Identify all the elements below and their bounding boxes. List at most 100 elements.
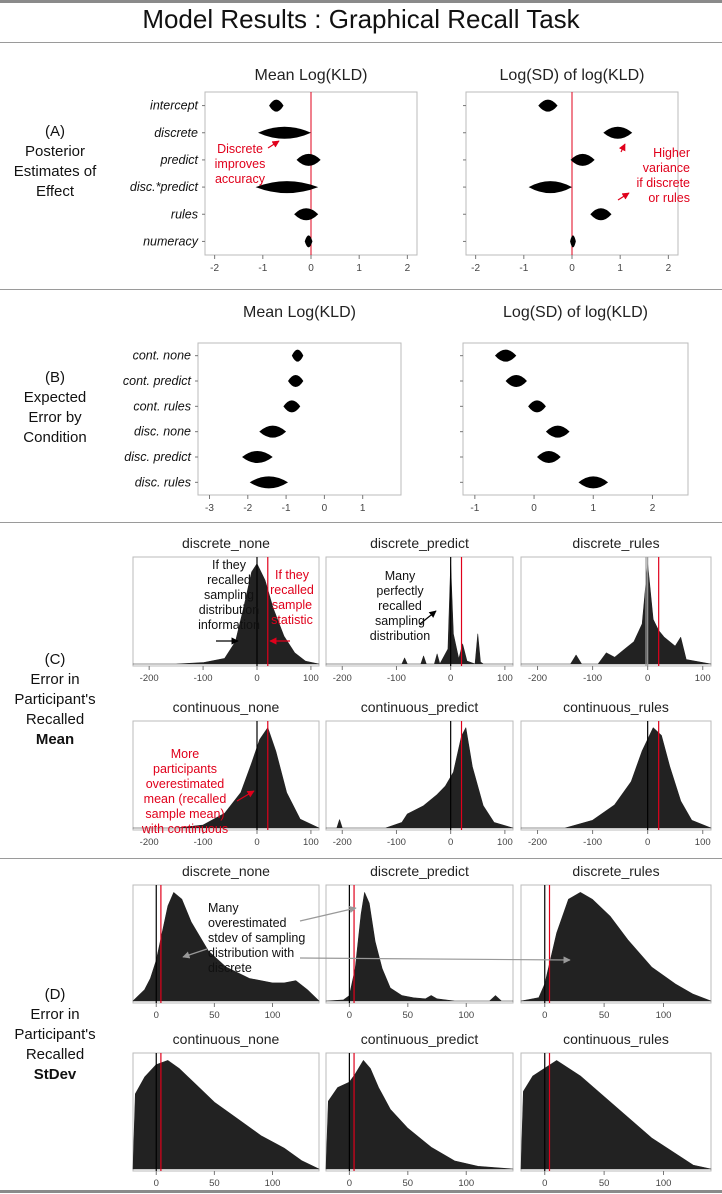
x-tick-label: 100 [303, 837, 319, 848]
panel-title: discrete_predict [370, 863, 469, 879]
annotation-line: If they [274, 568, 310, 582]
annotation-line: overestimated [208, 916, 287, 930]
annotation-line: statistic [271, 613, 313, 627]
plot-frame [132, 556, 320, 667]
panel-title: discrete_rules [572, 535, 659, 551]
section-a-line: Estimates of [13, 163, 97, 180]
x-tick-label: -1 [470, 503, 479, 514]
x-tick-label: 50 [209, 1178, 220, 1189]
annotation-line: overestimated [145, 777, 225, 791]
x-tick-label: -200 [140, 673, 159, 684]
violin-mark [283, 400, 301, 413]
annotation-line: sampling [374, 614, 426, 628]
plot-frame [197, 342, 402, 496]
x-tick-label: 2 [650, 503, 656, 514]
section-b-line: Error by [28, 409, 82, 426]
section-c-line: (C) [44, 651, 66, 668]
x-tick-label: 0 [347, 1178, 352, 1189]
category-label: predict [159, 153, 198, 167]
violin-mark [269, 99, 284, 112]
annotation-overestimated-stdev: Many overestimated stdev of sampling dis… [208, 901, 318, 976]
arrow-stdev-right [299, 956, 571, 964]
plot-frame [325, 884, 514, 1004]
category-label: disc. rules [135, 475, 191, 489]
annotation-discrete-improves: Discrete improves accuracy [200, 142, 280, 187]
violin-mark [494, 349, 517, 362]
annotation-line: information [198, 618, 260, 632]
x-tick-label: -100 [583, 673, 602, 684]
x-tick-label: -2 [471, 263, 480, 274]
plot-frame [132, 884, 320, 1004]
annotation-line: variance [642, 161, 690, 175]
plot-frame [462, 342, 689, 496]
x-tick-label: 100 [695, 837, 711, 848]
x-tick-label: 1 [360, 503, 366, 514]
section-c-line: Recalled [25, 711, 85, 728]
arrow-more [236, 790, 255, 802]
x-tick-label: 0 [254, 673, 259, 684]
x-tick-label: 1 [590, 503, 596, 514]
annotation-line: Many [384, 569, 416, 583]
annotation-line: sample mean) [145, 807, 225, 821]
annotation-line: or rules [648, 191, 690, 205]
annotation-line: participants [153, 762, 217, 776]
plot-frame [325, 1052, 514, 1172]
panel-title: discrete_rules [572, 863, 659, 879]
violin-mark [545, 425, 570, 438]
section-c-line: Error in [30, 671, 80, 688]
violin-mark [255, 181, 319, 194]
x-tick-label: 50 [403, 1010, 414, 1021]
annotation-line: More [170, 747, 200, 761]
section-d-line: (D) [44, 986, 66, 1003]
panel-title: Log(SD) of log(KLD) [500, 67, 645, 84]
annotation-line: recalled [378, 599, 422, 613]
x-tick-label: 1 [356, 263, 362, 274]
annotation-line: recalled [207, 573, 251, 587]
panel-title: discrete_none [182, 863, 270, 879]
x-tick-label: -3 [205, 503, 214, 514]
panel-title: continuous_predict [361, 699, 479, 715]
annotation-line: Many [208, 901, 239, 915]
arrow-variance-up [618, 143, 626, 153]
annotation-sample-statistic: If they recalled sample statistic [263, 568, 321, 628]
annotation-perfectly-recalled: Many perfectly recalled sampling distrib… [362, 569, 438, 644]
x-tick-label: 0 [542, 1010, 547, 1021]
plot-frame [132, 1052, 320, 1172]
violin-mark [296, 153, 321, 166]
plot-frame [520, 1052, 712, 1172]
x-tick-label: 100 [656, 1010, 672, 1021]
panel-title: Mean Log(KLD) [243, 304, 356, 321]
category-label: numeracy [143, 234, 199, 248]
density-area [132, 1060, 320, 1170]
divider-b-c [0, 522, 722, 523]
panel-title: Mean Log(KLD) [255, 67, 368, 84]
x-tick-label: -100 [194, 837, 213, 848]
section-b-line: Condition [23, 429, 87, 446]
x-tick-label: -100 [387, 673, 406, 684]
arrow-stdev-mid [299, 905, 357, 922]
violin-mark [603, 126, 633, 139]
x-tick-label: 100 [265, 1178, 281, 1189]
annotation-line: mean (recalled [143, 792, 227, 806]
x-tick-label: -2 [210, 263, 219, 274]
x-tick-label: 100 [265, 1010, 281, 1021]
violin-mark [538, 99, 558, 112]
violin-mark [505, 375, 527, 387]
section-a-line: Posterior [24, 143, 86, 160]
plot-frame [520, 884, 712, 1004]
violin-mark [537, 451, 561, 463]
section-b-line: Expected [23, 389, 87, 406]
divider-title [0, 42, 722, 43]
density-area [325, 1060, 514, 1170]
plot-frame [520, 720, 712, 831]
annotation-line: distribution [198, 603, 260, 617]
x-tick-label: -100 [194, 673, 213, 684]
violin-mark [570, 235, 576, 248]
density-area [325, 892, 514, 1002]
panel-title: Log(SD) of log(KLD) [503, 304, 648, 321]
category-label: disc. none [134, 425, 191, 439]
x-tick-label: 0 [154, 1010, 159, 1021]
category-label: discrete [154, 126, 198, 140]
x-tick-label: 0 [347, 1010, 352, 1021]
